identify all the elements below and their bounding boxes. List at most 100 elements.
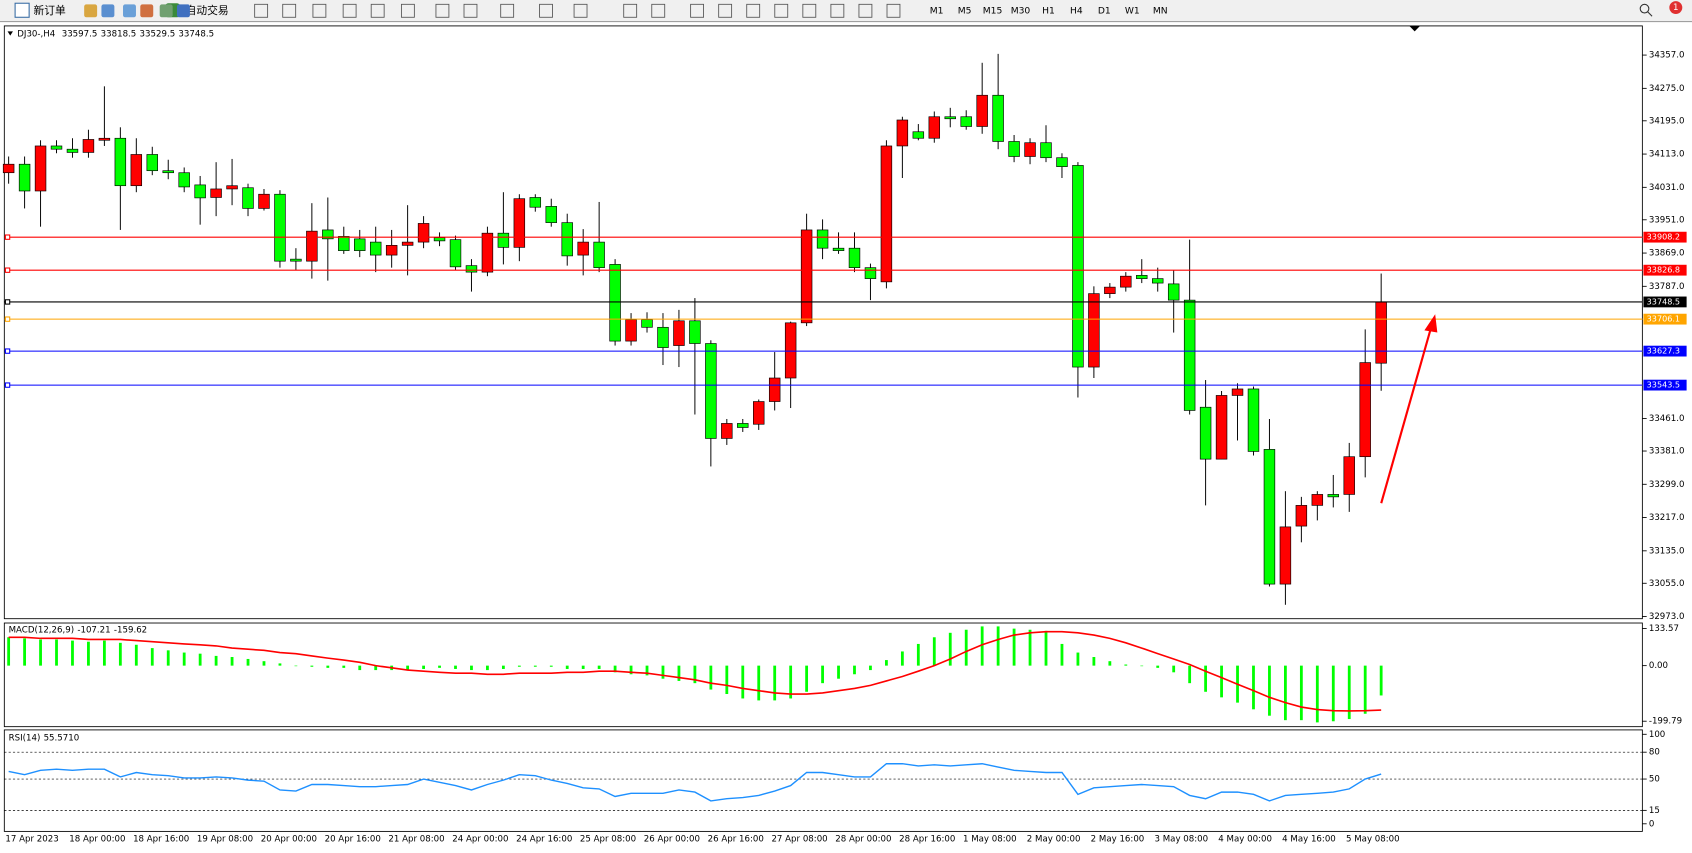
macd-bar bbox=[1124, 664, 1128, 666]
x-tick-label: 18 Apr 16:00 bbox=[133, 834, 189, 844]
macd-bar bbox=[214, 655, 218, 666]
macd-bar bbox=[422, 665, 425, 669]
candle-body bbox=[66, 148, 79, 153]
toolbar-icon[interactable] bbox=[500, 3, 515, 18]
toolbar-icon[interactable] bbox=[858, 3, 873, 18]
toolbar-icon[interactable] bbox=[886, 3, 901, 18]
candle-body bbox=[1359, 362, 1371, 458]
y-tick-label: -199.79 bbox=[1649, 717, 1682, 727]
x-tick-label: 4 May 16:00 bbox=[1282, 834, 1336, 844]
y-tick-label: 15 bbox=[1649, 806, 1660, 816]
timeframe-button[interactable]: M5 bbox=[958, 5, 972, 16]
macd-header: MACD(12,26,9) -107.21 -159.62 bbox=[9, 625, 148, 635]
candle-body bbox=[673, 320, 685, 346]
candle-body bbox=[465, 265, 478, 273]
macd-bar bbox=[1363, 665, 1367, 714]
timeframe-button[interactable]: MN bbox=[1153, 5, 1168, 16]
level-label: 33908.2 bbox=[1647, 232, 1680, 242]
macd-bar bbox=[454, 665, 457, 669]
candle-body bbox=[401, 241, 414, 246]
toolbar-icon[interactable] bbox=[690, 3, 704, 18]
search-icon[interactable] bbox=[1639, 3, 1650, 14]
macd-bar bbox=[310, 665, 314, 667]
toolbar-icon[interactable] bbox=[84, 4, 98, 18]
candle-body bbox=[992, 94, 1004, 142]
timeframe-button[interactable]: H4 bbox=[1070, 5, 1083, 16]
toolbar-icon[interactable] bbox=[435, 3, 450, 18]
macd-bar bbox=[1283, 665, 1287, 721]
toolbar-icon[interactable] bbox=[774, 3, 789, 18]
toolbar-icon[interactable] bbox=[651, 3, 666, 18]
macd-bar bbox=[645, 665, 649, 676]
toolbar-icon[interactable] bbox=[463, 3, 478, 18]
toolbar-icon[interactable] bbox=[159, 4, 173, 18]
candle-body bbox=[1120, 275, 1132, 288]
macd-bar bbox=[1268, 665, 1271, 716]
toolbar-icon[interactable] bbox=[312, 3, 327, 18]
toolbar-icon[interactable] bbox=[802, 3, 817, 18]
new-order-button[interactable]: 新订单 bbox=[33, 4, 66, 17]
rsi-header: RSI(14) 55.5710 bbox=[9, 733, 80, 743]
macd-bar bbox=[1252, 665, 1255, 710]
candle-body bbox=[417, 223, 430, 243]
timeframe-button[interactable]: M1 bbox=[930, 5, 944, 16]
macd-bar bbox=[150, 648, 154, 666]
rsi-frame bbox=[3, 729, 1643, 832]
candle-body bbox=[178, 172, 190, 188]
timeframe-button[interactable]: W1 bbox=[1125, 5, 1140, 16]
toolbar-icon[interactable] bbox=[573, 3, 588, 18]
candle-body bbox=[1008, 141, 1020, 157]
candle-body bbox=[577, 241, 589, 256]
candle-body bbox=[210, 188, 222, 198]
macd-bar bbox=[1156, 665, 1160, 668]
toolbar-icon[interactable] bbox=[370, 3, 385, 18]
notification-badge[interactable] bbox=[1669, 1, 1683, 15]
new-order-icon[interactable] bbox=[14, 2, 30, 18]
candle-body bbox=[625, 319, 637, 342]
y-tick-label: 0 bbox=[1649, 819, 1654, 829]
macd-bar bbox=[1092, 657, 1096, 666]
timeframe-button[interactable]: M15 bbox=[983, 5, 1003, 16]
candle-body bbox=[369, 241, 382, 256]
toolbar-icon[interactable] bbox=[539, 3, 553, 18]
y-tick-label: 32973.0 bbox=[1649, 612, 1685, 622]
candle-body bbox=[641, 319, 653, 328]
macd-bar bbox=[118, 642, 122, 666]
macd-last: -107.21 bbox=[77, 625, 110, 635]
toolbar-icon[interactable] bbox=[282, 3, 297, 18]
macd-bar bbox=[932, 637, 936, 666]
candle-body bbox=[529, 197, 542, 208]
timeframe-button[interactable]: H1 bbox=[1042, 5, 1055, 16]
macd-bar bbox=[246, 658, 250, 666]
candle-body bbox=[1199, 406, 1212, 460]
candle-body bbox=[1136, 275, 1148, 279]
toolbar-icon[interactable] bbox=[400, 3, 415, 18]
timeframe-button[interactable]: D1 bbox=[1098, 5, 1111, 16]
rsi-pane: RSI(14) 55.5710 100 80 50 15 0 bbox=[3, 729, 1665, 832]
toolbar-icon[interactable] bbox=[623, 3, 638, 18]
auto-trading-button[interactable]: 自动交易 bbox=[186, 4, 229, 17]
y-tick-label: 34275.0 bbox=[1649, 84, 1685, 94]
toolbar-icon[interactable] bbox=[718, 3, 733, 18]
macd-bar bbox=[501, 665, 505, 669]
candle-body bbox=[768, 377, 781, 402]
candle-body bbox=[800, 229, 813, 324]
toolbar-icon[interactable] bbox=[123, 4, 136, 18]
candle-body bbox=[449, 239, 462, 268]
level-handle bbox=[4, 316, 11, 322]
candle-body bbox=[306, 230, 318, 262]
toolbar-icon[interactable] bbox=[140, 4, 154, 18]
toolbar-icon[interactable] bbox=[254, 3, 269, 18]
timeframe-button[interactable]: M30 bbox=[1011, 5, 1031, 16]
toolbar-icon[interactable] bbox=[101, 4, 115, 18]
toolbar-icon[interactable] bbox=[830, 3, 845, 18]
toolbar-icon[interactable] bbox=[342, 3, 357, 18]
toolbar-icon[interactable] bbox=[746, 3, 761, 18]
macd-bar bbox=[980, 626, 984, 666]
macd-bar bbox=[438, 665, 441, 668]
macd-bar bbox=[581, 665, 585, 669]
macd-bar bbox=[565, 665, 569, 669]
toolbar-icon[interactable] bbox=[176, 4, 190, 18]
macd-bar bbox=[916, 643, 920, 666]
